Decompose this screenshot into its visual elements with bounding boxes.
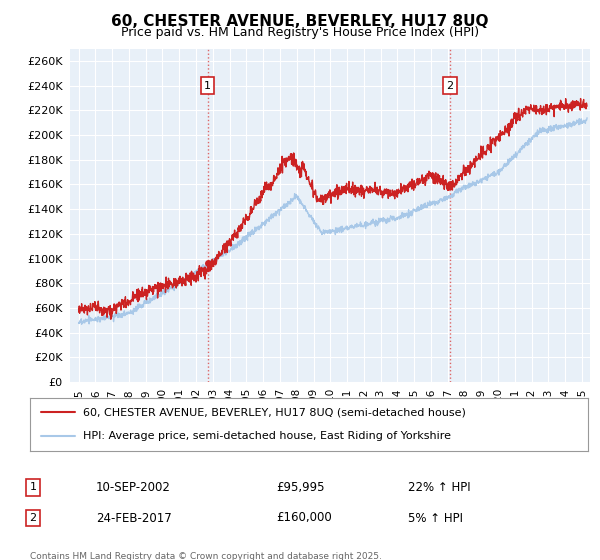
Text: 22% ↑ HPI: 22% ↑ HPI — [408, 480, 470, 494]
Text: 60, CHESTER AVENUE, BEVERLEY, HU17 8UQ: 60, CHESTER AVENUE, BEVERLEY, HU17 8UQ — [111, 14, 489, 29]
Text: £95,995: £95,995 — [276, 480, 325, 494]
Text: 1: 1 — [29, 482, 37, 492]
Text: HPI: Average price, semi-detached house, East Riding of Yorkshire: HPI: Average price, semi-detached house,… — [83, 431, 451, 441]
Text: 2: 2 — [446, 81, 454, 91]
Text: 24-FEB-2017: 24-FEB-2017 — [96, 511, 172, 525]
Text: 5% ↑ HPI: 5% ↑ HPI — [408, 511, 463, 525]
Text: 10-SEP-2002: 10-SEP-2002 — [96, 480, 171, 494]
Text: 2: 2 — [29, 513, 37, 523]
Text: Contains HM Land Registry data © Crown copyright and database right 2025.
This d: Contains HM Land Registry data © Crown c… — [30, 552, 382, 560]
Text: Price paid vs. HM Land Registry's House Price Index (HPI): Price paid vs. HM Land Registry's House … — [121, 26, 479, 39]
Text: 60, CHESTER AVENUE, BEVERLEY, HU17 8UQ (semi-detached house): 60, CHESTER AVENUE, BEVERLEY, HU17 8UQ (… — [83, 408, 466, 418]
Text: £160,000: £160,000 — [276, 511, 332, 525]
Text: 1: 1 — [204, 81, 211, 91]
